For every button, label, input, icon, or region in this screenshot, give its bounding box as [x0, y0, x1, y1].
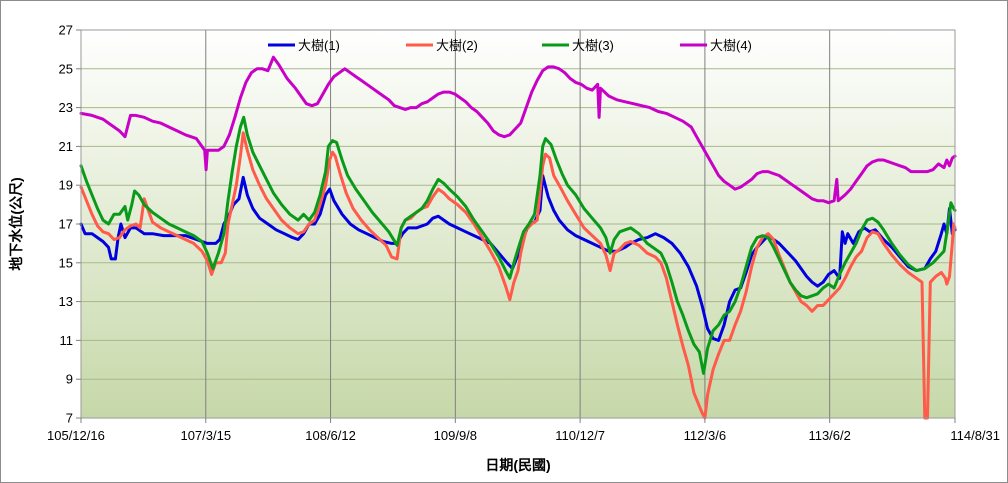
x-tick-label: 112/3/6 [684, 428, 726, 443]
y-tick-label: 27 [59, 23, 73, 38]
x-tick-label: 109/9/8 [434, 428, 477, 443]
x-tick-label: 114/8/31 [950, 428, 1000, 443]
x-tick-label: 113/6/2 [808, 428, 850, 443]
series-line-2 [79, 131, 957, 420]
y-axis-title: 地下水位(公尺) [8, 177, 24, 270]
y-tick-label: 25 [59, 61, 73, 76]
y-tick-label: 15 [59, 255, 73, 270]
y-tick-label: 9 [66, 372, 73, 387]
x-tick-label: 107/3/15 [180, 428, 231, 443]
y-tick-label: 23 [59, 100, 73, 115]
y-axis-ticks: 7 9 11 13 15 17 19 21 23 25 27 [59, 23, 81, 426]
legend: 大樹(1) 大樹(2) 大樹(3) 大樹(4) [268, 38, 752, 53]
y-tick-label: 19 [59, 178, 73, 193]
legend-label: 大樹(4) [710, 38, 752, 53]
y-tick-label: 13 [59, 294, 73, 309]
series-line-4 [79, 55, 957, 205]
x-tick-label: 110/12/7 [555, 428, 605, 443]
legend-label: 大樹(2) [436, 38, 478, 53]
x-axis-ticks: 105/12/16 107/3/15 108/6/12 109/9/8 110/12/7… [47, 418, 1000, 443]
x-tick-label: 108/6/12 [305, 428, 356, 443]
y-tick-label: 21 [59, 139, 73, 154]
legend-label: 大樹(1) [298, 38, 340, 53]
x-tick-label: 105/12/16 [47, 428, 105, 443]
y-tick-label: 11 [60, 333, 74, 348]
series-layer [79, 55, 957, 420]
y-tick-label: 17 [59, 217, 73, 232]
series-line-3 [79, 115, 957, 375]
x-axis-title: 日期(民國) [485, 457, 550, 473]
y-tick-label: 7 [66, 411, 73, 426]
legend-label: 大樹(3) [572, 38, 614, 53]
